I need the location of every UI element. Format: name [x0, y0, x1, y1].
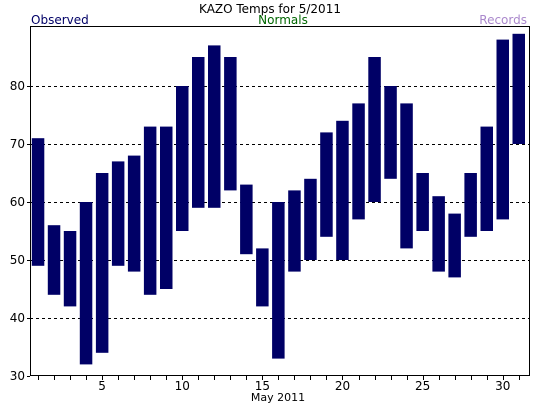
bar-day-13: [224, 57, 237, 191]
bar-day-5: [95, 173, 109, 353]
bar-day-4: [79, 202, 93, 365]
x-tick-label-10: 10: [175, 379, 190, 393]
bar-day-16: [272, 202, 285, 359]
x-tick-label-20: 20: [335, 379, 350, 393]
bar-day-9: [160, 126, 173, 289]
bar-day-10: [176, 86, 189, 231]
x-tick-label-25: 25: [415, 379, 430, 393]
temperature-bars: [31, 33, 525, 365]
legend-records: Records: [479, 13, 527, 27]
bar-day-7: [127, 155, 141, 272]
bar-day-17: [288, 190, 301, 272]
bar-day-26: [432, 196, 445, 272]
y-tick-label-80: 80: [10, 79, 25, 93]
x-tick-label-5: 5: [98, 379, 106, 393]
bar-day-31: [512, 33, 525, 144]
bar-day-25: [416, 173, 429, 231]
bar-day-21: [352, 103, 365, 220]
x-axis-label: May 2011: [251, 391, 305, 404]
bar-day-23: [384, 86, 397, 179]
bar-day-27: [448, 213, 461, 278]
x-axis-ticks: 5 10 15 20 25 30: [38, 376, 520, 393]
y-axis-ticks: 30 40 50 60 70 80: [10, 79, 30, 383]
x-tick-label-30: 30: [495, 379, 510, 393]
y-tick-label-70: 70: [10, 137, 25, 151]
bar-day-14: [240, 184, 253, 255]
bar-day-2: [47, 225, 61, 295]
bar-day-3: [63, 231, 77, 307]
y-tick-label-50: 50: [10, 253, 25, 267]
bar-day-20: [336, 120, 349, 260]
x-tick-label-15: 15: [255, 379, 270, 393]
bar-day-19: [320, 132, 333, 237]
bar-day-11: [192, 57, 205, 208]
chart-title: KAZO Temps for 5/2011: [199, 2, 341, 16]
bar-day-28: [464, 173, 477, 237]
bar-day-12: [208, 45, 221, 208]
bar-day-24: [400, 103, 413, 249]
plot-area-border: [30, 26, 530, 376]
bar-day-8: [143, 126, 157, 295]
bar-day-29: [480, 126, 493, 231]
legend-normals: Normals: [258, 13, 308, 27]
bar-day-18: [304, 178, 317, 260]
bar-day-30: [496, 39, 509, 220]
bar-day-1: [31, 138, 45, 266]
y-tick-label-30: 30: [10, 369, 25, 383]
y-tick-label-60: 60: [10, 195, 25, 209]
y-tick-label-40: 40: [10, 311, 25, 325]
legend-observed: Observed: [31, 13, 89, 27]
bar-day-6: [111, 161, 125, 266]
bar-day-22: [368, 57, 381, 202]
bar-day-15: [256, 248, 269, 307]
gridlines: [30, 86, 530, 319]
